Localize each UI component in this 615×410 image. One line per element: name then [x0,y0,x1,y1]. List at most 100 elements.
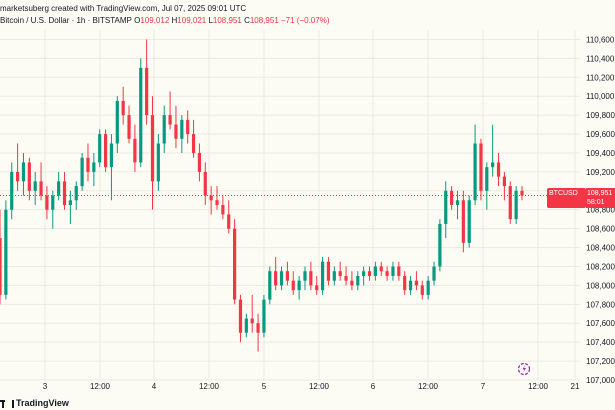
price-axis: 110,600 110,400 110,200 110,000 109,800 109,6… [586,35,615,385]
candle-body [496,162,501,177]
candle-body [0,238,2,295]
candle-body [250,318,254,324]
change-value: −71 (−0.07%) [281,16,330,25]
price-tag-value: 108,951 [587,190,613,197]
candle [180,115,184,153]
candle-body [80,157,84,187]
candle-body [303,271,307,281]
candle-body [244,318,248,333]
candle [450,186,454,210]
candle [86,143,90,182]
candle-body [57,181,61,196]
candle [250,294,254,333]
candle [80,152,84,191]
candle [320,257,325,295]
candles [0,39,524,352]
y-tick-label: 108,000 [586,281,615,290]
candle [15,143,20,191]
candle-body [491,162,495,168]
candle [285,261,289,286]
candle [303,266,307,291]
candle [362,266,366,286]
candle-body [174,124,178,139]
x-tick-label: 12:00 [309,382,330,391]
candle-body [98,134,102,163]
candle-body [362,271,366,276]
candle-body [150,115,155,182]
candle-body [221,205,225,215]
candle [0,209,2,305]
candle [127,105,131,144]
candle [103,129,108,172]
candle [203,162,207,205]
candle [408,275,413,295]
y-tick-label: 107,600 [586,319,615,328]
candle [479,138,483,201]
high-label: H [171,16,178,25]
candle [45,186,49,220]
y-tick-label: 107,800 [586,300,615,309]
candle-body [156,143,160,182]
high-value: 109,021 [177,16,207,25]
candle-body [291,280,295,291]
candle [279,266,284,291]
candle-body [367,271,372,276]
candle-body [21,162,26,182]
candle [426,275,430,300]
candle-body [379,266,383,272]
candle [274,257,278,291]
candle [145,39,149,125]
time-axis: 3 12:00 4 12:00 5 12:00 6 12:00 7 12:00 21 [43,382,580,391]
candle-body [209,195,213,201]
x-tick-label: 4 [152,382,157,391]
candle [156,134,160,191]
candle [227,200,231,234]
candle-body [180,119,184,139]
candle-body [455,200,460,205]
candle-body [215,200,219,205]
price-chart[interactable]: 110,600 110,400 110,200 110,000 109,800 109,6… [0,0,615,397]
candle-body [197,152,202,172]
candle [215,186,219,210]
y-tick-label: 107,200 [586,357,615,366]
candle [238,294,243,343]
symbol-legend: Bitcoin / U.S. Dollar · 1h · BITSTAMP O1… [0,14,329,28]
candle [344,266,348,286]
candle [168,91,172,130]
candle-body [338,271,342,276]
y-tick-label: 107,400 [586,338,615,347]
candle-body [262,299,266,333]
candle [191,119,196,158]
candle-body [508,186,512,220]
candle [233,219,237,305]
x-tick-label: 21 [571,382,580,391]
candle-body [385,271,389,276]
candle [150,96,155,210]
candle [98,129,102,168]
close-value: 108,951 [249,16,279,25]
candle-body [256,323,260,333]
candle-body [39,181,43,196]
candle [496,152,501,187]
candle-body [191,134,196,153]
candle-body [33,181,37,191]
candle-body [127,115,131,139]
replay-icon[interactable] [517,362,531,376]
candle-body [168,115,172,125]
y-tick-label: 109,800 [586,111,615,120]
candle-body [139,67,143,163]
candle-body [326,261,331,281]
candle [262,294,266,338]
candle [186,110,190,144]
candle [485,162,489,210]
candle-body [74,186,78,201]
candle [221,195,225,220]
candle-body [309,271,313,286]
candle [338,261,342,281]
y-tick-label: 108,800 [586,206,615,215]
candle [514,186,518,224]
candle [162,105,166,153]
candle-body [115,100,119,144]
candle-body [45,195,49,210]
candle-body [62,181,67,205]
